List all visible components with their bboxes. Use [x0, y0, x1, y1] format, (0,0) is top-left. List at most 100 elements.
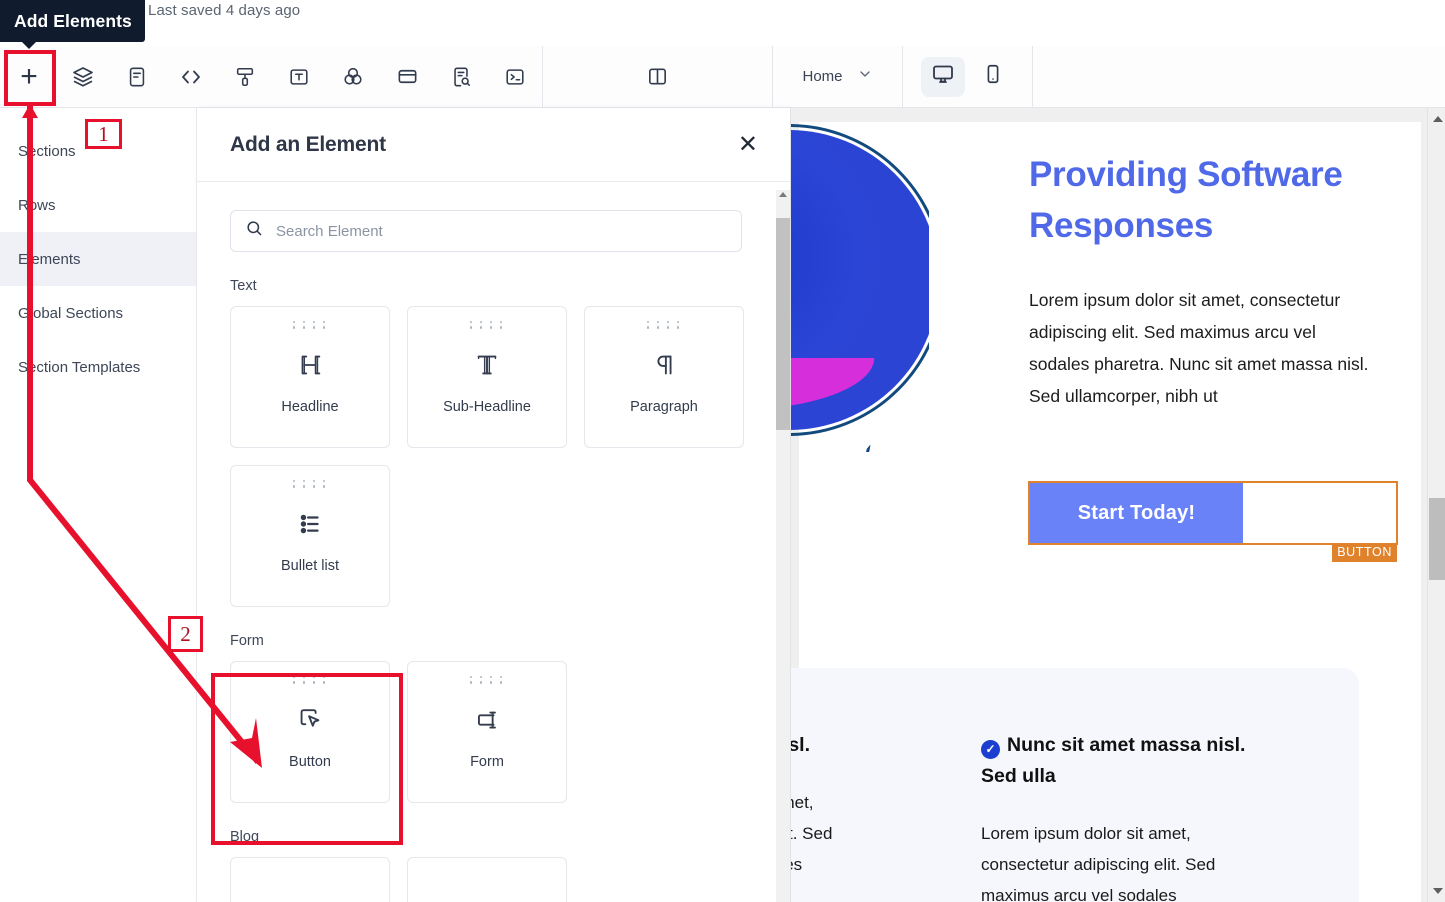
scroll-up-icon[interactable] [779, 192, 787, 197]
button-selection-outline[interactable]: Start Today! BUTTON [1028, 481, 1398, 562]
mobile-view-button[interactable] [971, 57, 1015, 97]
color-circles-icon [341, 65, 365, 89]
check-circle-icon: ✓ [981, 739, 1000, 759]
scroll-up-icon[interactable] [1433, 116, 1443, 122]
sidebar-item-label: Sections [18, 142, 76, 160]
annotation-number-1: 1 [85, 119, 122, 149]
hero-paragraph: Lorem ipsum dolor sit amet, consectetur … [1029, 289, 1369, 407]
element-card-label: Bullet list [280, 557, 340, 574]
preview-page: Providing Software Responses Lorem ipsum… [791, 122, 1421, 902]
drag-handle-icon[interactable] [292, 480, 328, 488]
sidebar-item-label: Section Templates [18, 358, 141, 376]
theme-button[interactable] [218, 46, 272, 108]
left-sidebar: Sections Rows Elements Global Sections S… [0, 108, 197, 902]
split-view-button[interactable] [631, 46, 685, 108]
drag-handle-icon[interactable] [292, 321, 328, 329]
panel-scrollbar[interactable] [776, 190, 790, 902]
feature-card: nisl. amet, elit. Sed ales ✓Nunc sit ame… [791, 668, 1359, 902]
panel-body: Text Headline [197, 182, 791, 902]
drag-handle-icon[interactable] [469, 676, 505, 684]
form-icon [472, 698, 502, 742]
colors-button[interactable] [326, 46, 380, 108]
group-label-blog: Blog [230, 829, 260, 845]
sidebar-item-elements[interactable]: Elements [0, 232, 196, 286]
scroll-down-icon[interactable] [1433, 888, 1443, 894]
element-card-form[interactable]: Form [407, 661, 567, 803]
element-card-label: Sub-Headline [443, 398, 531, 415]
document-icon [126, 66, 148, 88]
container-icon [396, 65, 419, 88]
toolbar-tools-group: + [0, 46, 543, 107]
annotation-number-2: 2 [168, 616, 203, 652]
sidebar-item-global-sections[interactable]: Global Sections [0, 286, 196, 340]
element-card-bullet-list[interactable]: Bullet list [230, 465, 390, 607]
device-switcher [903, 46, 1033, 107]
element-card-sub-headline[interactable]: Sub-Headline [407, 306, 567, 448]
element-card-blog-2[interactable] [407, 857, 567, 902]
bullet-list-icon [295, 502, 325, 546]
page-settings-button[interactable] [110, 46, 164, 108]
desktop-view-button[interactable] [920, 56, 965, 97]
drag-handle-icon[interactable] [469, 321, 505, 329]
split-columns-icon [646, 65, 669, 88]
sidebar-item-label: Elements [18, 250, 81, 268]
element-card-headline[interactable]: Headline [230, 306, 390, 448]
card-row-text-1: Headline Sub-Headline [230, 306, 758, 448]
element-card-label: Headline [281, 398, 339, 415]
panel-header: Add an Element ✕ [197, 108, 790, 182]
card-row-text-2: Bullet list [230, 465, 758, 607]
card-row-form: Button Form [230, 661, 758, 803]
canvas-scrollbar[interactable] [1427, 108, 1445, 902]
feature-left-heading: nisl. [791, 734, 811, 756]
layers-button[interactable] [56, 46, 110, 108]
sidebar-item-section-templates[interactable]: Section Templates [0, 340, 196, 394]
search-input[interactable] [276, 222, 716, 240]
feature-right-heading-text: Nunc sit amet massa nisl. Sed ulla [981, 734, 1246, 787]
feature-left-paragraph: amet, elit. Sed ales [791, 792, 833, 875]
layers-icon [71, 65, 95, 89]
card-row-blog [230, 857, 758, 902]
chevron-down-icon [857, 66, 873, 87]
desktop-icon [931, 62, 955, 91]
page-selector[interactable]: Home [773, 46, 903, 107]
toolbar-view-group [543, 46, 773, 107]
close-icon[interactable]: ✕ [737, 130, 758, 158]
panel-title: Add an Element [230, 132, 386, 156]
headline-icon [295, 343, 325, 387]
hero-headline: Providing Software Responses [1029, 155, 1343, 245]
element-type-badge: BUTTON [1332, 543, 1397, 562]
search-element-box[interactable] [230, 210, 742, 252]
drag-handle-icon[interactable] [292, 676, 328, 684]
search-icon [245, 219, 264, 243]
element-card-blog-1[interactable] [230, 857, 390, 902]
last-saved-text: Last saved 4 days ago [148, 2, 301, 19]
code-icon [179, 65, 203, 89]
paragraph-icon [649, 343, 679, 387]
preview-canvas: Providing Software Responses Lorem ipsum… [791, 108, 1445, 902]
code-button[interactable] [164, 46, 218, 108]
drag-handle-icon[interactable] [646, 321, 682, 329]
canvas-scrollbar-thumb[interactable] [1429, 498, 1445, 580]
container-button[interactable] [380, 46, 434, 108]
hero-text-block: Providing Software Responses Lorem ipsum… [1029, 150, 1389, 412]
element-card-paragraph[interactable]: Paragraph [584, 306, 744, 448]
brush-icon [234, 66, 256, 88]
hero-artwork [791, 122, 929, 452]
feature-column-right: ✓ Nunc sit amet massa nisl. Sed ulla Lore… [981, 730, 1281, 902]
group-label-form: Form [230, 633, 264, 649]
panel-scrollbar-thumb[interactable] [776, 218, 790, 430]
seo-audit-button[interactable] [434, 46, 488, 108]
sidebar-item-label: Rows [18, 196, 56, 214]
sidebar-item-rows[interactable]: Rows [0, 178, 196, 232]
start-today-button[interactable]: Start Today! [1030, 483, 1243, 543]
console-button[interactable] [488, 46, 542, 108]
main-toolbar: + [0, 46, 1445, 108]
add-element-button[interactable]: + [2, 46, 56, 108]
feature-right-paragraph: Lorem ipsum dolor sit amet, consectetur … [981, 823, 1216, 902]
typography-button[interactable] [272, 46, 326, 108]
element-card-button[interactable]: Button [230, 661, 390, 803]
add-element-panel: Add an Element ✕ Text [197, 108, 791, 902]
plus-icon: + [20, 59, 38, 93]
feature-right-heading: ✓ Nunc sit amet massa nisl. Sed ulla [981, 730, 1281, 792]
